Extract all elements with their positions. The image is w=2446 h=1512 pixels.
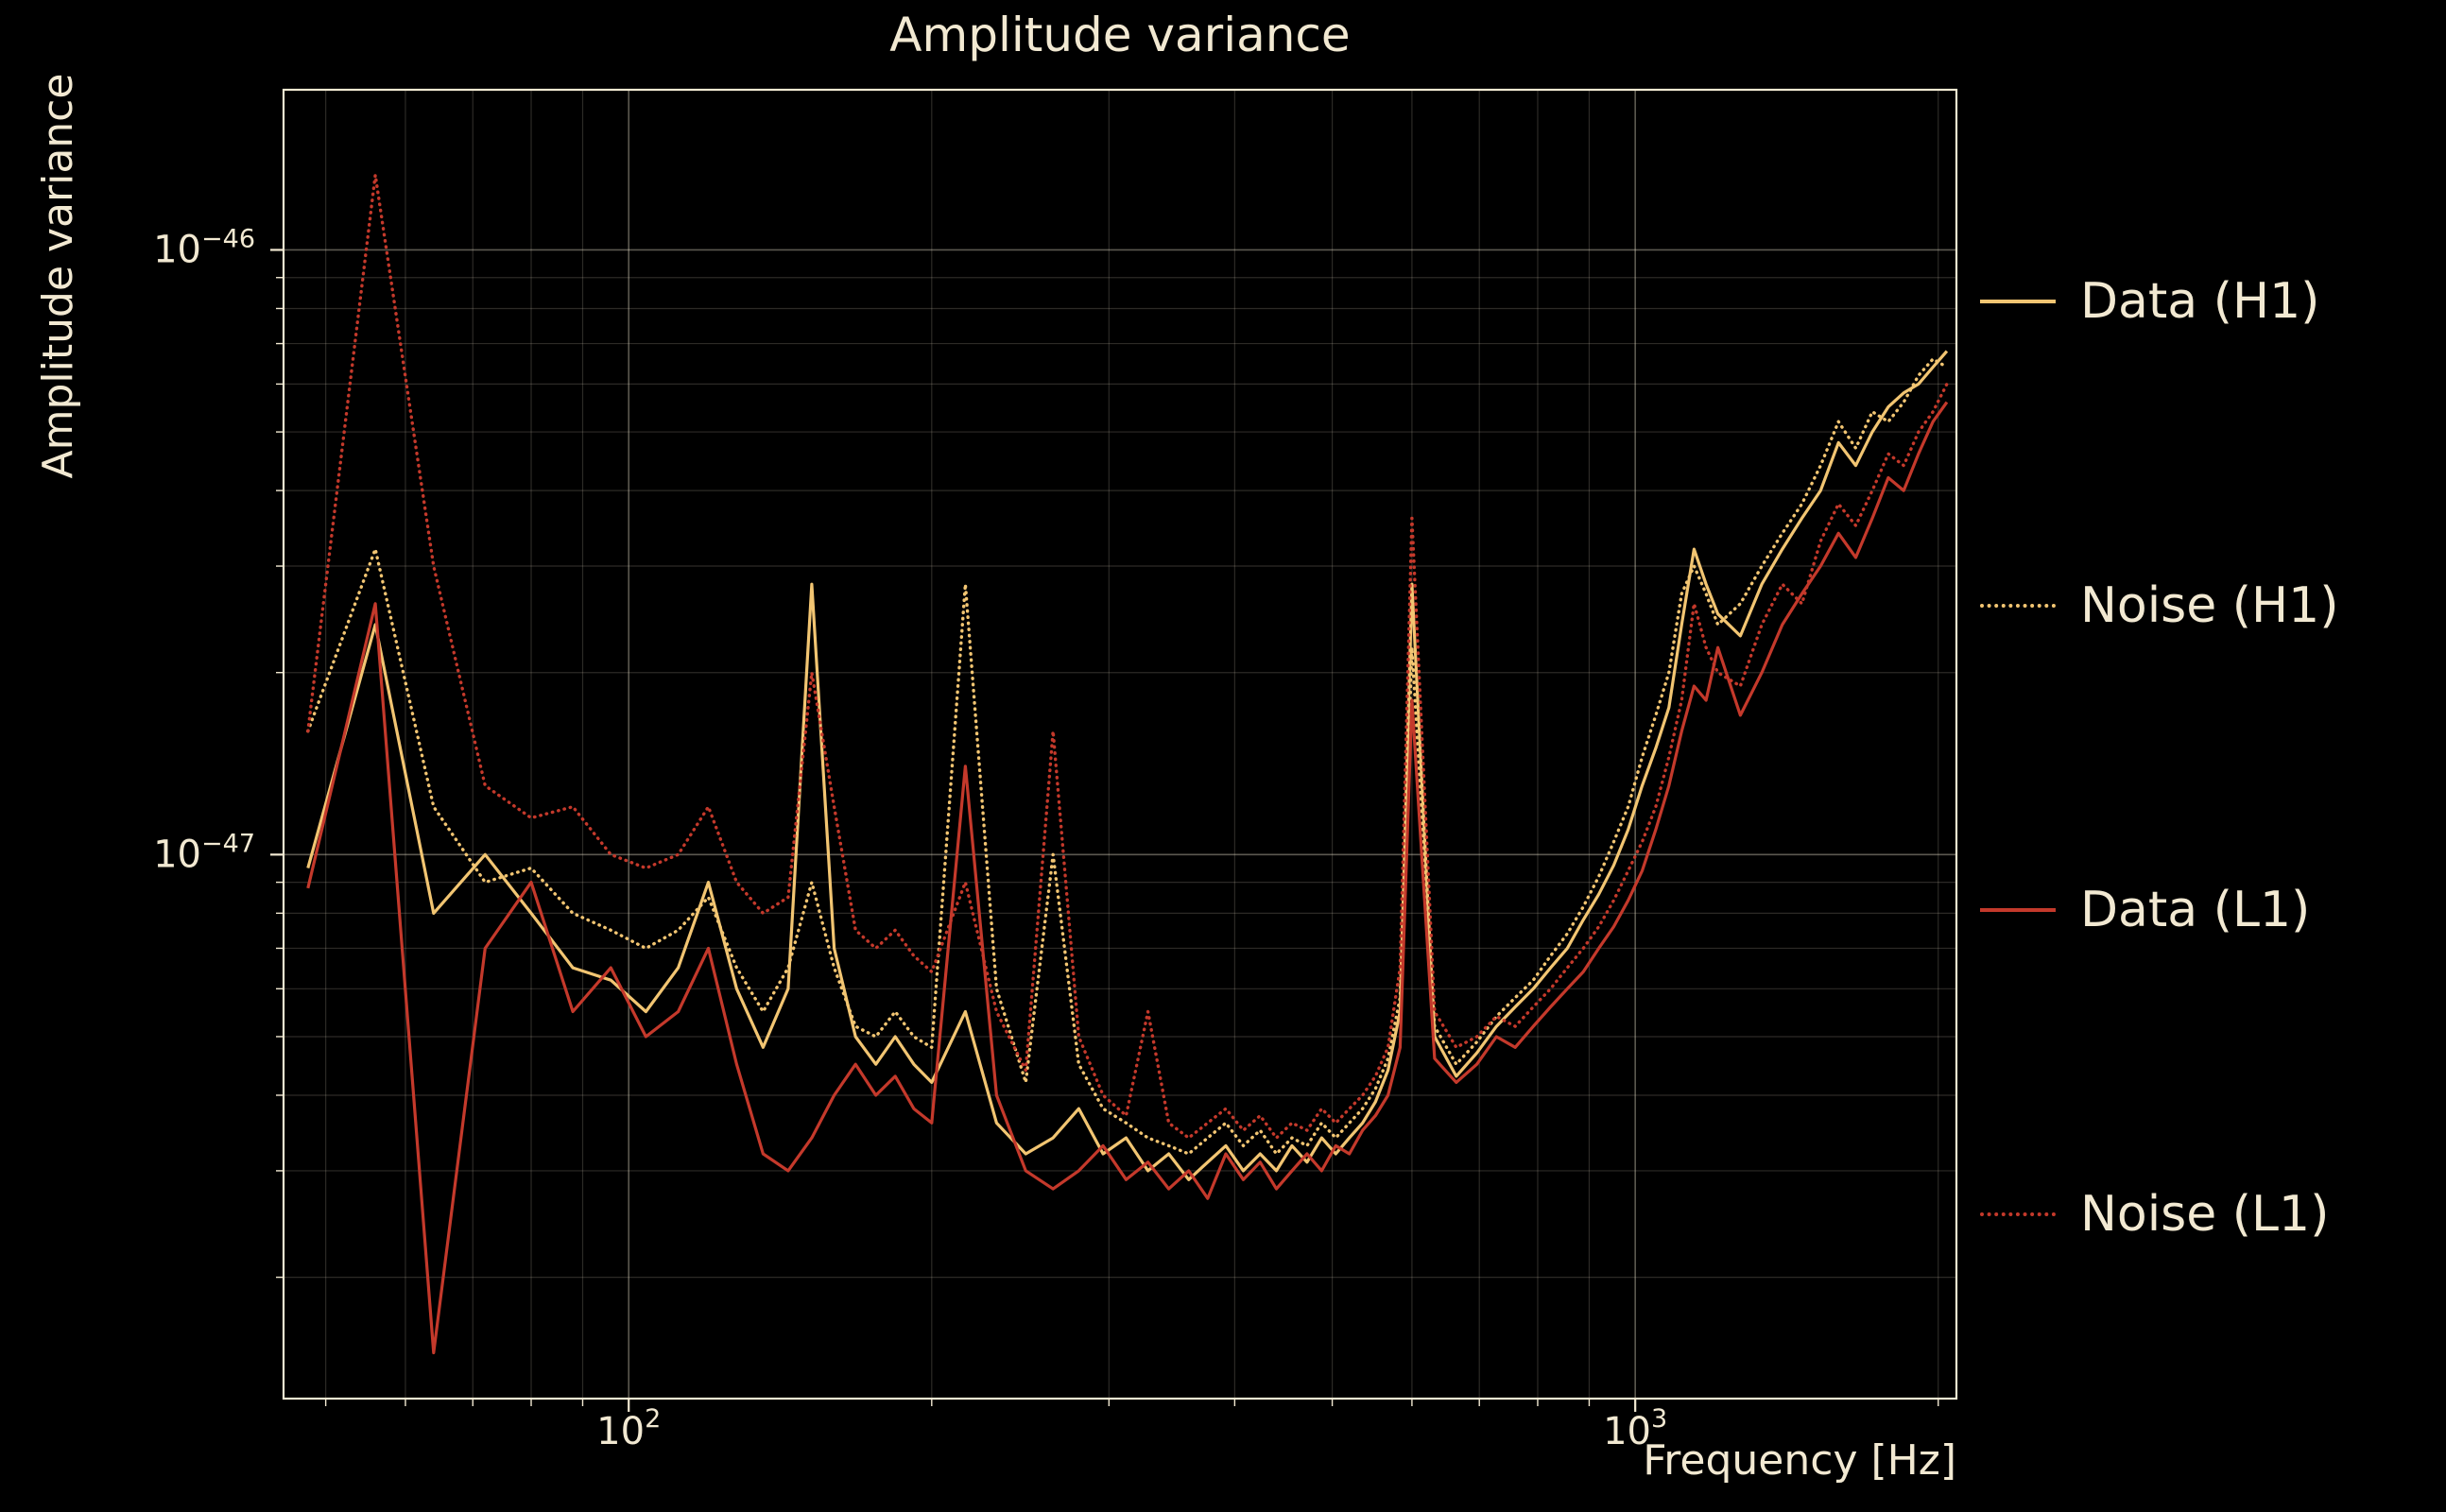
grid-major [284, 90, 1956, 1399]
legend-line-noise-h1-icon [1980, 604, 2056, 608]
y-tick-label: 10−46 [153, 224, 255, 271]
grid-minor [284, 90, 1956, 1399]
legend-line-noise-l1-icon [1980, 1212, 2056, 1216]
y-axis-label: Amplitude variance [34, 73, 82, 479]
series-line-data-l1 [306, 401, 1949, 1355]
series-line-noise-h1 [306, 357, 1949, 1156]
legend-item-data-h1: Data (H1) [1980, 277, 2339, 326]
legend-line-data-l1-icon [1980, 908, 2056, 912]
y-tick-label: 10−47 [153, 829, 255, 876]
x-tick-label: 102 [596, 1404, 661, 1453]
series-lines [306, 173, 1949, 1355]
chart-title: Amplitude variance [889, 8, 1351, 62]
legend-item-data-l1: Data (L1) [1980, 885, 2339, 935]
legend-line-data-h1-icon [1980, 300, 2056, 303]
tick-marks [270, 249, 1939, 1412]
legend-item-noise-h1: Noise (H1) [1980, 581, 2339, 630]
series-line-noise-l1 [306, 173, 1949, 1140]
legend-label-noise-h1: Noise (H1) [2080, 577, 2339, 634]
x-axis-label: Frequency [Hz] [1643, 1436, 1956, 1485]
plot-frame [282, 88, 1958, 1400]
legend-label-data-h1: Data (H1) [2080, 273, 2320, 330]
legend-label-noise-l1: Noise (L1) [2080, 1186, 2330, 1243]
series-line-data-h1 [306, 350, 1949, 1181]
legend-item-noise-l1: Noise (L1) [1980, 1190, 2339, 1239]
legend: Data (H1) Noise (H1) Data (L1) Noise (L1… [1980, 277, 2339, 1239]
legend-label-data-l1: Data (L1) [2080, 882, 2311, 938]
